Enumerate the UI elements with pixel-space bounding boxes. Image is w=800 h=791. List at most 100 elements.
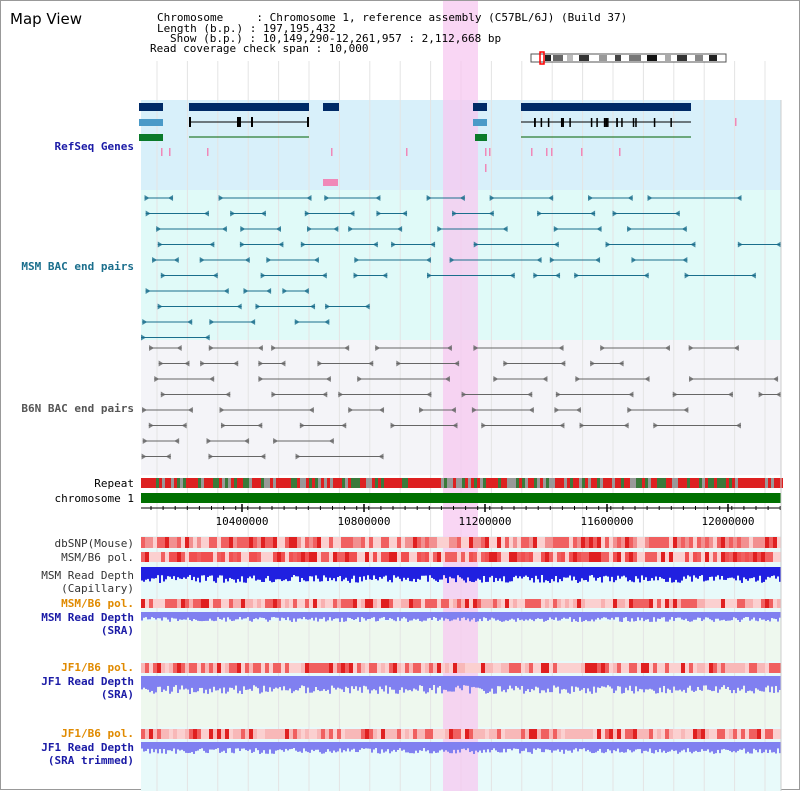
msm-depth-sra-bar [575, 612, 577, 622]
repeat-segment [357, 478, 360, 488]
dbsnp-heat [317, 537, 321, 548]
repeat-segment [207, 478, 210, 488]
dbsnp-heat [453, 537, 457, 548]
jf1-depth-sra-bar [647, 676, 649, 690]
jf1-depth-trim-bar [645, 742, 647, 751]
msm-depth-cap-bar [763, 567, 765, 582]
jf1-pol-heat [185, 663, 189, 673]
b6n-bac-pair-end [299, 422, 305, 429]
b6n-bac-pair-end [174, 438, 180, 444]
msm-bac-pair-end [156, 226, 162, 232]
jf1-depth-trim-bar [523, 742, 525, 751]
jf1-pol-heat [685, 663, 689, 673]
repeat-segment [552, 478, 555, 488]
msm-depth-sra-bar [159, 612, 161, 619]
msm-pol2-heat [773, 599, 777, 608]
jf1-pol2-heat [597, 729, 601, 739]
jf1-depth-sra-bar [451, 676, 453, 692]
jf1-pol-heat [441, 663, 445, 673]
msm-depth-sra-bar [189, 612, 191, 620]
jf1-pol-heat [769, 663, 773, 673]
msm-depth-cap-bar [755, 567, 757, 582]
msm-depth-cap-bar [667, 567, 669, 582]
jf1-pol-heat [489, 663, 493, 673]
jf1-depth-sra-bar [443, 676, 445, 690]
jf1-depth-trim-bar [279, 742, 281, 750]
msm-pol2-heat [581, 599, 585, 608]
jf1-pol-heat [417, 663, 421, 673]
jf1-pol-heat [745, 663, 749, 673]
dbsnp-heat [537, 537, 541, 548]
jf1-depth-sra-bar [529, 676, 531, 693]
msm-bac-label[interactable]: MSM BAC end pairs [21, 260, 134, 273]
msm-depth-sra-bar [713, 612, 715, 622]
jf1-pol2-heat [173, 729, 177, 739]
jf1-depth-sra-bar [263, 676, 265, 686]
msm-depth-cap-bar [629, 567, 631, 581]
jf1-depth-sra-bar [197, 676, 199, 692]
jf1-depth-sra-bar [685, 676, 687, 693]
msm-pol2-heat [233, 599, 237, 608]
dbsnp-heat [765, 537, 769, 548]
jf1-depth-sra-bar [669, 676, 671, 690]
msm-depth-sra-bar [625, 612, 627, 618]
msm-depth-sra-bar [403, 612, 405, 618]
msm-depth-sra-bar [281, 612, 283, 618]
msm-depth-cap-bar [599, 567, 601, 578]
msm-depth-sra-bar [265, 612, 267, 620]
msm-pol-heat [289, 552, 293, 562]
dbsnp-heat [717, 537, 721, 548]
msm-depth-cap-bar [263, 567, 265, 582]
msm-pol2-heat [601, 599, 605, 608]
msm-bac-pair-end [255, 303, 261, 310]
msm-depth-cap-bar [253, 567, 255, 576]
msm-pol-heat [541, 552, 545, 562]
jf1-pol2-heat [357, 729, 361, 739]
msm-depth-cap-bar [267, 567, 269, 576]
jf1-depth-sra-bar [507, 676, 509, 690]
dbsnp-heat [389, 537, 393, 548]
msm-pol-heat [569, 552, 573, 562]
msm-depth-sra-bar [205, 612, 207, 621]
msm-depth-cap-bar [493, 567, 495, 583]
dbsnp-heat [349, 537, 353, 548]
msm-depth-sra-bar [659, 612, 661, 619]
jf1-depth-trim-bar [221, 742, 223, 752]
jf1-pol2-heat [205, 729, 209, 739]
repeat-segment [300, 478, 303, 488]
jf1-depth-sra-bar [491, 676, 493, 689]
jf1-depth-sra-bar [657, 676, 659, 694]
msm-depth-cap-bar [779, 567, 781, 582]
msm-depth-sra-bar [449, 612, 451, 622]
b6n-bac-pair-end [493, 376, 499, 382]
msm-bac-pair-end [612, 210, 618, 217]
jf1-depth-sra-bar [311, 676, 313, 693]
b6n-bac-pair-end [454, 360, 460, 367]
jf1-depth-sra-bar [757, 676, 759, 690]
repeat-segment [543, 478, 546, 488]
jf1-depth-sra-bar [521, 676, 523, 687]
jf1-pol2-heat [765, 729, 769, 739]
repeat-segment [525, 478, 528, 488]
msm-depth-cap-bar [619, 567, 621, 579]
msm-bac-pair-end [426, 195, 432, 201]
jf1-pol-heat [373, 663, 377, 673]
refseq-genes-label[interactable]: RefSeq Genes [54, 140, 134, 153]
jf1-depth-sra-bar [615, 676, 617, 691]
jf1-pol-heat [189, 663, 193, 673]
msm-depth-cap-bar [277, 567, 279, 580]
b6n-bac-pair-end [590, 360, 596, 367]
jf1-depth-sra-bar [561, 676, 563, 690]
jf1-pol2-heat [321, 729, 325, 739]
jf1-pol2-heat [285, 729, 289, 739]
msm-depth-cap-bar [479, 567, 481, 580]
jf1-pol-heat [433, 663, 437, 673]
dbsnp-heat [361, 537, 365, 548]
jf1-depth-trim-bar [325, 742, 327, 752]
chromosome-info: Chromosome : Chromosome 1, reference ass… [157, 11, 628, 24]
jf1-pol-heat [593, 663, 597, 673]
b6n-bac-label[interactable]: B6N BAC end pairs [21, 402, 134, 415]
msm-depth-sra-bar [341, 612, 343, 618]
msm-pol-heat [537, 552, 541, 562]
